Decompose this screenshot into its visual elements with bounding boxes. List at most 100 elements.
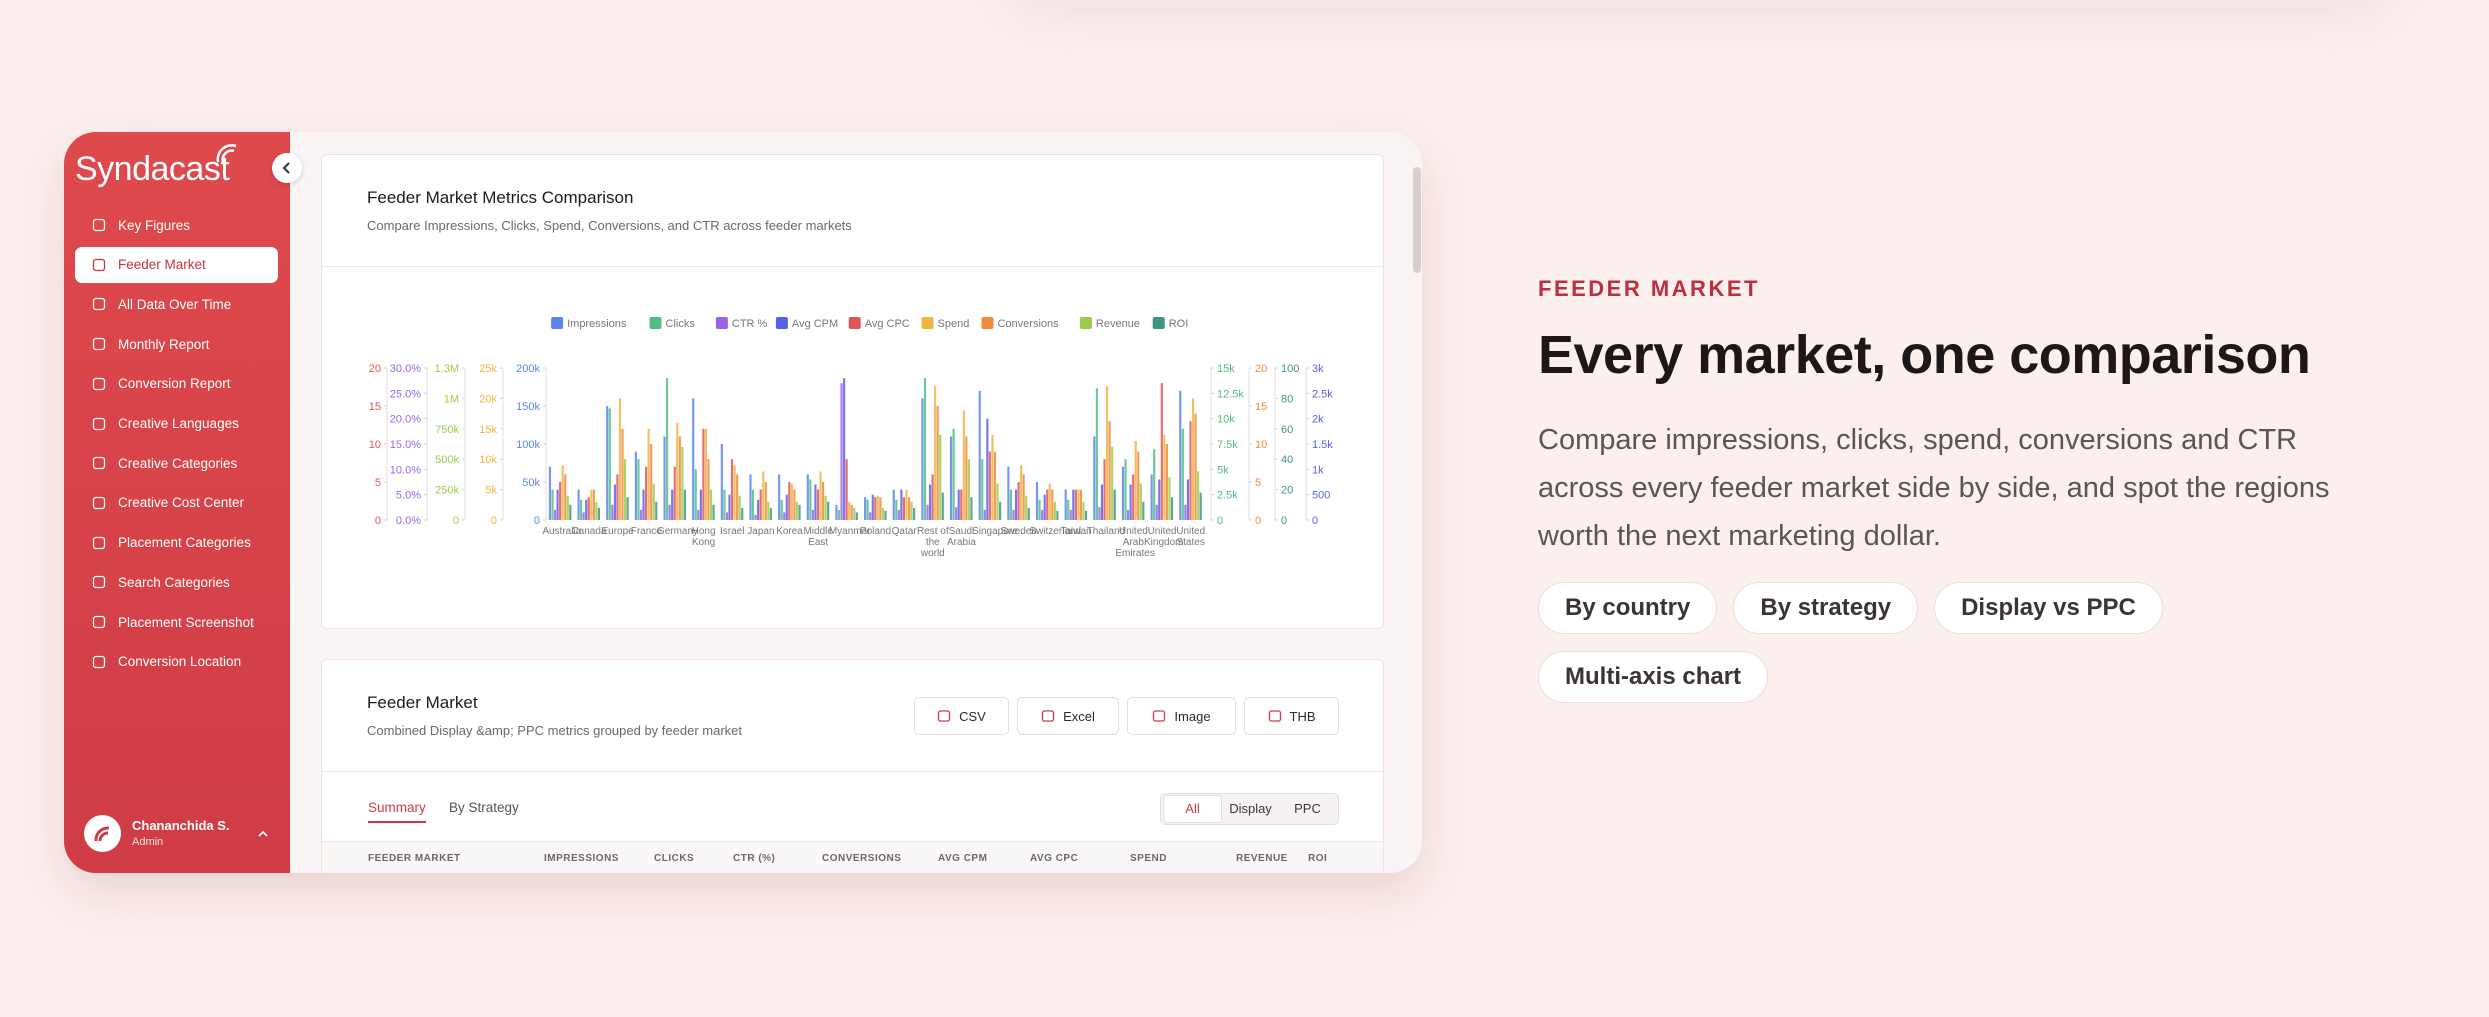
menu-item[interactable]: Key Figures	[75, 207, 278, 243]
column-header[interactable]: CLICKS	[654, 853, 694, 864]
bar[interactable]	[1194, 413, 1197, 520]
bar[interactable]	[850, 504, 853, 520]
bar[interactable]	[730, 459, 734, 520]
bar[interactable]	[957, 489, 960, 520]
bar[interactable]	[864, 497, 867, 520]
bar[interactable]	[848, 501, 851, 520]
bar[interactable]	[1134, 440, 1137, 520]
bar[interactable]	[1105, 386, 1109, 520]
menu-item[interactable]: Conversion Location	[75, 644, 278, 680]
bar[interactable]	[897, 509, 900, 520]
bar[interactable]	[634, 451, 637, 520]
menu-item[interactable]: Search Categories	[75, 564, 278, 600]
bar[interactable]	[1084, 510, 1088, 520]
column-header[interactable]: CONVERSIONS	[822, 853, 901, 864]
bar[interactable]	[1108, 421, 1111, 520]
bar[interactable]	[590, 489, 593, 520]
bar[interactable]	[1179, 390, 1182, 520]
bar[interactable]	[902, 497, 906, 520]
column-header[interactable]: AVG CPM	[938, 853, 987, 864]
bar[interactable]	[1053, 501, 1056, 520]
bar[interactable]	[1199, 492, 1202, 520]
bar[interactable]	[561, 465, 564, 520]
bar[interactable]	[1137, 451, 1140, 520]
bar[interactable]	[926, 504, 929, 520]
bar[interactable]	[738, 495, 741, 520]
bar[interactable]	[881, 507, 885, 520]
bar[interactable]	[941, 492, 944, 520]
bar[interactable]	[551, 489, 554, 520]
bar[interactable]	[702, 428, 705, 520]
bar[interactable]	[1069, 509, 1072, 520]
bar[interactable]	[827, 501, 830, 520]
bar[interactable]	[1035, 482, 1039, 520]
bar[interactable]	[556, 489, 559, 520]
bar[interactable]	[907, 497, 911, 520]
bar[interactable]	[1124, 459, 1127, 520]
bar[interactable]	[764, 482, 767, 520]
bar[interactable]	[981, 459, 984, 520]
bar[interactable]	[1170, 497, 1174, 520]
bar[interactable]	[978, 390, 981, 520]
bar[interactable]	[666, 378, 669, 520]
collapse-button[interactable]	[272, 153, 302, 183]
bar[interactable]	[1150, 474, 1153, 520]
bar[interactable]	[704, 428, 708, 520]
menu-item[interactable]: Creative Categories	[75, 445, 278, 481]
bar[interactable]	[790, 483, 793, 520]
chip[interactable]: By country	[1538, 582, 1718, 634]
bar[interactable]	[1056, 510, 1059, 520]
bar[interactable]	[1074, 489, 1077, 520]
bar[interactable]	[986, 418, 989, 520]
bar[interactable]	[1132, 474, 1135, 520]
bar[interactable]	[876, 495, 879, 520]
bar[interactable]	[757, 499, 760, 520]
bar[interactable]	[869, 512, 872, 520]
bar[interactable]	[671, 489, 674, 520]
bar[interactable]	[564, 474, 567, 520]
bar[interactable]	[1020, 465, 1023, 520]
bar[interactable]	[707, 459, 710, 520]
legend-swatch[interactable]	[848, 317, 861, 329]
bar[interactable]	[1072, 489, 1075, 520]
bar[interactable]	[1077, 489, 1080, 520]
legend-label[interactable]: Spend	[938, 318, 970, 330]
bar[interactable]	[991, 434, 994, 520]
bar[interactable]	[1127, 509, 1130, 520]
bar[interactable]	[655, 501, 658, 520]
bar[interactable]	[1064, 489, 1067, 520]
bar[interactable]	[819, 471, 822, 520]
bar[interactable]	[1165, 444, 1168, 520]
bar[interactable]	[618, 398, 622, 520]
bar[interactable]	[1022, 474, 1025, 520]
bar[interactable]	[553, 509, 557, 520]
bar[interactable]	[676, 422, 679, 520]
bar[interactable]	[960, 489, 963, 520]
bar[interactable]	[1067, 499, 1070, 520]
bar[interactable]	[592, 489, 595, 520]
bar[interactable]	[1186, 479, 1190, 520]
bar[interactable]	[767, 501, 770, 520]
chip[interactable]: Display vs PPC	[1934, 582, 2163, 634]
bar[interactable]	[783, 512, 786, 520]
bar[interactable]	[548, 466, 552, 520]
bar[interactable]	[910, 501, 913, 520]
legend-label[interactable]: CTR %	[732, 318, 768, 330]
bar[interactable]	[1095, 388, 1098, 520]
bar[interactable]	[709, 489, 713, 520]
bar[interactable]	[785, 494, 788, 520]
column-header[interactable]: SPEND	[1130, 853, 1167, 864]
bar[interactable]	[1014, 489, 1018, 520]
bar[interactable]	[1197, 471, 1200, 520]
legend-swatch[interactable]	[775, 317, 788, 329]
action-button[interactable]: THB	[1244, 697, 1339, 735]
bar[interactable]	[1100, 484, 1104, 520]
bar[interactable]	[582, 512, 585, 520]
bar[interactable]	[733, 465, 736, 520]
bar[interactable]	[778, 474, 781, 520]
bar[interactable]	[1041, 509, 1044, 520]
bar[interactable]	[822, 482, 825, 520]
legend-label[interactable]: Impressions	[567, 318, 627, 330]
bar[interactable]	[1153, 449, 1156, 520]
bar[interactable]	[793, 489, 796, 520]
